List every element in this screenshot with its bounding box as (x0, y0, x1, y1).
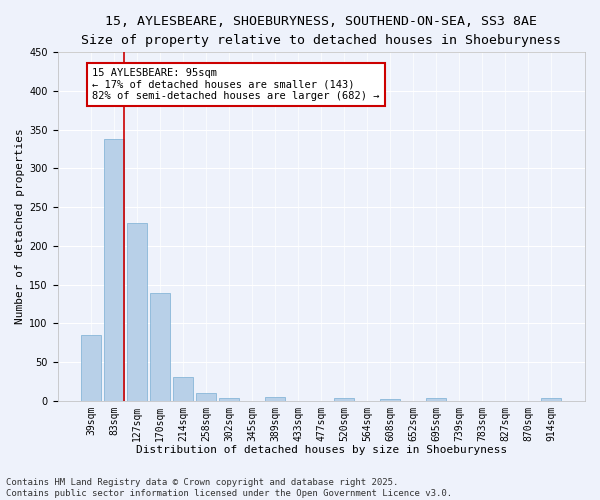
Bar (196, 393, 216, 400)
Bar (380, 399, 400, 400)
Bar (220, 398, 239, 400)
Bar (104, 139, 124, 400)
Title: 15, AYLESBEARE, SHOEBURYNESS, SOUTHEND-ON-SEA, SS3 8AE
Size of property relative: 15, AYLESBEARE, SHOEBURYNESS, SOUTHEND-O… (81, 15, 561, 47)
Text: 15 AYLESBEARE: 95sqm
← 17% of detached houses are smaller (143)
82% of semi-deta: 15 AYLESBEARE: 95sqm ← 17% of detached h… (92, 68, 380, 101)
Text: Contains HM Land Registry data © Crown copyright and database right 2025.
Contai: Contains HM Land Registry data © Crown c… (6, 478, 452, 498)
Y-axis label: Number of detached properties: Number of detached properties (15, 128, 25, 324)
Bar (127, 224, 147, 400)
Bar (334, 398, 354, 400)
Bar (541, 398, 561, 400)
Bar (151, 293, 170, 401)
Bar (173, 378, 193, 400)
X-axis label: Distribution of detached houses by size in Shoeburyness: Distribution of detached houses by size … (136, 445, 507, 455)
Bar (265, 397, 285, 400)
Bar (82, 335, 101, 400)
Bar (427, 398, 446, 400)
